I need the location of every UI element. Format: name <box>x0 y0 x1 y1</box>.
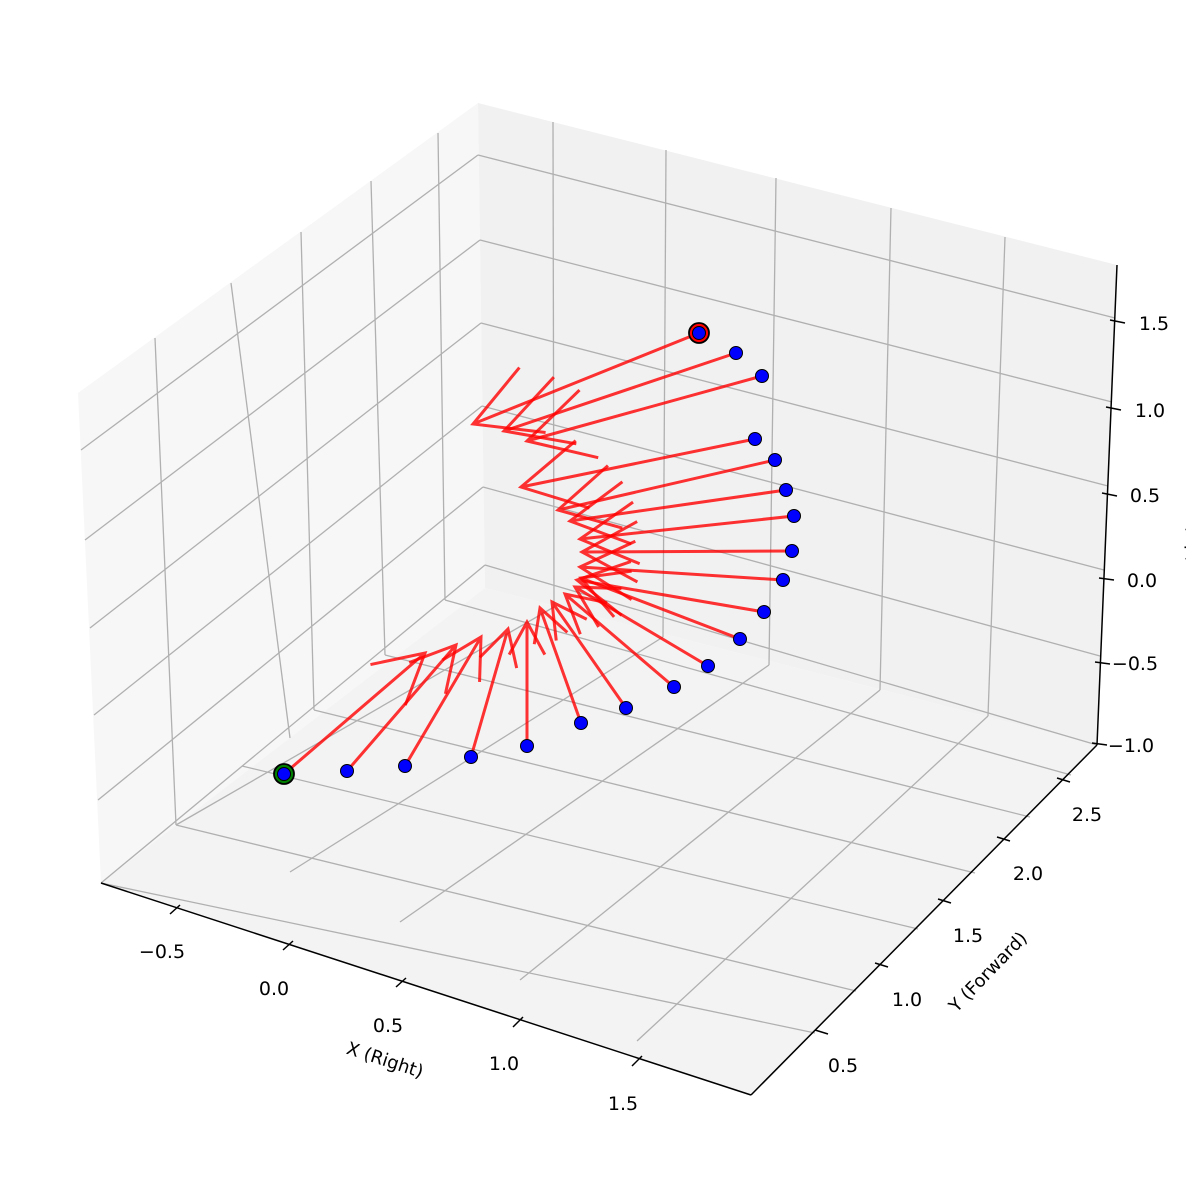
pose-point <box>464 750 478 764</box>
axes-panes <box>78 103 1117 1095</box>
y-tick-label: 0.5 <box>828 1055 858 1077</box>
pose-point <box>748 432 762 446</box>
grid-lines <box>80 121 1116 1042</box>
direction-arrow <box>532 605 583 724</box>
z-tick-label: 0.5 <box>1130 485 1160 507</box>
y-tick-label: 1.0 <box>892 989 922 1011</box>
pose-point <box>667 680 681 694</box>
x-tick-label: 1.0 <box>489 1053 519 1075</box>
direction-arrow <box>283 650 428 776</box>
direction-arrow <box>517 437 756 510</box>
pose-point <box>574 716 588 730</box>
x-tick-label: −0.5 <box>139 941 185 963</box>
pose-point <box>340 764 354 778</box>
x-tick-label: 1.5 <box>608 1093 638 1115</box>
direction-arrow <box>566 480 787 546</box>
axis-lines <box>100 264 1118 1096</box>
direction-arrow <box>523 374 763 460</box>
direction-arrow <box>469 625 519 758</box>
back-pane <box>478 103 1117 745</box>
pose-point <box>776 573 790 587</box>
pose-point <box>785 544 799 558</box>
direction-arrow <box>550 599 628 709</box>
z-tick-label: 0.0 <box>1127 570 1157 592</box>
pose-point <box>757 605 771 619</box>
z-tick-label: 1.5 <box>1139 313 1169 335</box>
direction-arrow <box>507 618 547 746</box>
pose-point <box>779 483 793 497</box>
pose-points <box>273 322 801 785</box>
direction-arrow <box>501 351 737 446</box>
pose-point <box>729 346 743 360</box>
direction-arrow <box>470 331 700 435</box>
left-pane <box>78 103 485 883</box>
z-axis-label: Z (Up) <box>1183 507 1186 564</box>
direction-arrow <box>562 591 675 689</box>
pose-point <box>768 453 782 467</box>
pose-point <box>619 701 633 715</box>
pose-point <box>701 659 715 673</box>
x-axis-label: X (Right) <box>344 1038 426 1083</box>
pose-point <box>733 632 747 646</box>
x-tick-label: 0.0 <box>259 978 289 1000</box>
floor-pane <box>101 588 1097 1095</box>
pose-point <box>277 767 291 781</box>
direction-arrow <box>554 458 776 530</box>
z-tick-label: −1.0 <box>1108 735 1154 757</box>
x-tick-label: 0.5 <box>373 1015 403 1037</box>
z-axis-line <box>1096 264 1118 746</box>
direction-arrow <box>403 634 483 767</box>
y-axis-line <box>750 744 1098 1096</box>
direction-arrows <box>283 331 795 776</box>
x-axis-line <box>100 882 752 1096</box>
pose-point <box>755 369 769 383</box>
y-tick-label: 2.5 <box>1072 804 1102 826</box>
z-tick-label: 1.0 <box>1135 400 1165 422</box>
direction-arrow <box>578 520 793 584</box>
pose-point <box>692 326 706 340</box>
pose-point <box>787 509 801 523</box>
y-tick-label: 1.5 <box>953 925 983 947</box>
pose-point <box>520 739 534 753</box>
direction-arrow <box>345 642 459 772</box>
z-axis-ticks: −1.0 −0.5 0.0 0.5 1.0 1.5 Z (Up) <box>1091 313 1186 757</box>
y-tick-label: 2.0 <box>1013 863 1043 885</box>
pose-point <box>398 759 412 773</box>
z-tick-label: −0.5 <box>1112 653 1158 675</box>
